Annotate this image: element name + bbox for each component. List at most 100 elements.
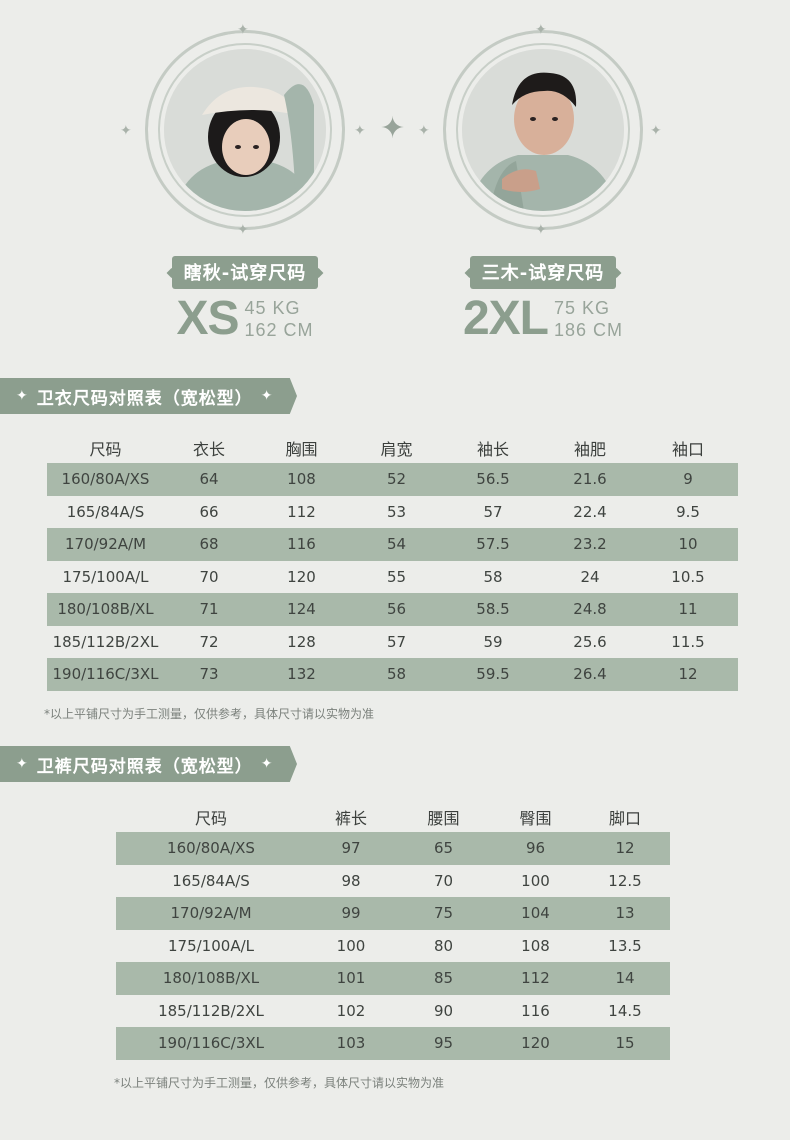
- table-cell: 9.5: [676, 502, 700, 521]
- table-cell: 120: [287, 567, 316, 586]
- model-measurements: 45 KG 162 CM: [245, 297, 314, 341]
- table-cell: 160/80A/XS: [61, 470, 150, 489]
- table-cell: 190/116C/3XL: [52, 665, 159, 684]
- column-header: 胸围: [285, 440, 318, 459]
- table-cell: 13.5: [608, 936, 642, 955]
- table-cell: 70: [199, 567, 219, 586]
- column-header: 腰围: [427, 809, 460, 828]
- table-cell: 99: [341, 904, 361, 923]
- table-cell: 95: [433, 1034, 454, 1053]
- table-cell: 97: [341, 839, 361, 858]
- table-cell: 170/92A/M: [64, 535, 147, 554]
- table-cell: 112: [521, 969, 550, 988]
- model-size-info: 2XL 75 KG 186 CM: [443, 295, 643, 343]
- model-height: 186 CM: [554, 320, 624, 340]
- table-cell: 175/100A/L: [62, 567, 149, 586]
- table-cell: 12.5: [608, 871, 642, 890]
- table-cell: 58: [483, 567, 503, 586]
- table-cell: 98: [341, 871, 361, 890]
- table-cell: 15: [615, 1034, 635, 1053]
- model-label: 三木-试穿尺码: [469, 256, 617, 289]
- column-header: 裤长: [334, 809, 367, 828]
- sparkle-icon: ✦: [380, 111, 406, 146]
- table-cell: 24: [580, 567, 600, 586]
- column-header: 脚口: [608, 809, 641, 828]
- table-row: 165/84A/S 66 112 53 57 22.4 9.5: [47, 496, 738, 529]
- table-cell: 58: [386, 665, 407, 684]
- table-row: 165/84A/S 98 70 100 12.5: [116, 865, 670, 898]
- table-row: 170/92A/M 99 75 104 13: [116, 897, 670, 930]
- table-cell: 54: [386, 535, 407, 554]
- column-header: 袖长: [476, 440, 509, 459]
- header-notch: [279, 378, 297, 414]
- table-header: 尺码 衣长 胸围 肩宽 袖长 袖肥 袖口: [47, 433, 738, 463]
- table-cell: 57: [483, 502, 503, 521]
- table-cell: 53: [386, 502, 407, 521]
- table-cell: 120: [521, 1034, 550, 1053]
- table-cell: 175/100A/L: [168, 936, 254, 955]
- hoodie-size-table: 尺码 衣长 胸围 肩宽 袖长 袖肥 袖口 160/80A/XS 64 108 52 56.5 21.6 9…: [47, 433, 738, 691]
- table-cell: 52: [386, 470, 407, 489]
- table-cell: 112: [287, 502, 316, 521]
- table-cell: 13: [615, 904, 635, 923]
- table-cell: 14.5: [608, 1001, 642, 1020]
- pants-section-title: 卫裤尺码对照表（宽松型）: [36, 756, 253, 777]
- table-row: 175/100A/L 100 80 108 13.5: [116, 930, 670, 963]
- table-cell: 70: [433, 871, 454, 890]
- table-cell: 56: [386, 600, 407, 619]
- table-row: 180/108B/XL 71 124 56 58.5 24.8 11: [47, 593, 738, 626]
- table-cell: 12: [615, 839, 635, 858]
- hoodie-section-header: ✦ 卫衣尺码对照表（宽松型） ✦: [0, 378, 297, 414]
- table-cell: 58.5: [476, 600, 510, 619]
- table-cell: 85: [433, 969, 454, 988]
- model-height: 162 CM: [244, 320, 314, 340]
- table-cell: 100: [336, 936, 366, 955]
- column-header: 肩宽: [380, 440, 413, 459]
- table-row: 170/92A/M 68 116 54 57.5 23.2 10: [47, 528, 738, 561]
- table-cell: 56.5: [476, 470, 510, 489]
- table-row: 185/112B/2XL 72 128 57 59 25.6 11.5: [47, 626, 738, 659]
- table-cell: 103: [336, 1034, 366, 1053]
- table-row: 190/116C/3XL 103 95 120 15: [116, 1027, 670, 1060]
- table-row: 160/80A/XS 64 108 52 56.5 21.6 9: [47, 463, 738, 496]
- table-cell: 165/84A/S: [66, 502, 145, 521]
- model-weight: 45 KG: [244, 298, 301, 318]
- table-cell: 108: [287, 470, 316, 489]
- sparkle-icon: ✦: [354, 123, 366, 139]
- sparkle-icon: ✦: [16, 756, 29, 772]
- header-notch: [279, 746, 297, 782]
- table-row: 185/112B/2XL 102 90 116 14.5: [116, 995, 670, 1028]
- pants-note: *以上平铺尺寸为手工测量，仅供参考，具体尺寸请以实物为准: [114, 1076, 445, 1090]
- pants-section-header: ✦ 卫裤尺码对照表（宽松型） ✦: [0, 746, 297, 782]
- column-header: 尺码: [194, 809, 227, 828]
- table-row: 190/116C/3XL 73 132 58 59.5 26.4 12: [47, 658, 738, 691]
- portrait-frame: ✦ ✦: [443, 23, 643, 237]
- column-header: 臀围: [519, 809, 552, 828]
- table-cell: 180/108B/XL: [57, 600, 154, 619]
- sparkle-icon: ✦: [237, 22, 249, 38]
- table-cell: 160/80A/XS: [167, 839, 255, 858]
- sparkle-icon: ✦: [260, 756, 274, 772]
- hoodie-section-title: 卫衣尺码对照表（宽松型）: [36, 388, 253, 409]
- model-photo-female: [164, 49, 326, 211]
- table-cell: 11.5: [671, 632, 705, 651]
- hoodie-note: *以上平铺尺寸为手工测量，仅供参考，具体尺寸请以实物为准: [44, 707, 375, 721]
- column-header: 尺码: [89, 440, 122, 459]
- table-cell: 26.4: [573, 665, 607, 684]
- table-cell: 132: [287, 665, 316, 684]
- table-cell: 116: [521, 1001, 550, 1020]
- table-cell: 66: [199, 502, 219, 521]
- column-header: 袖肥: [573, 440, 606, 459]
- table-cell: 10.5: [671, 567, 705, 586]
- table-cell: 10: [678, 535, 698, 554]
- table-cell: 80: [433, 936, 454, 955]
- table-cell: 180/108B/XL: [162, 969, 260, 988]
- sparkle-icon: ✦: [237, 222, 249, 238]
- sparkle-icon: ✦: [16, 388, 29, 404]
- table-cell: 57.5: [476, 535, 510, 554]
- table-cell: 9: [683, 470, 693, 489]
- model-label: 瞎秋-试穿尺码: [171, 256, 319, 289]
- table-cell: 165/84A/S: [172, 871, 250, 890]
- table-cell: 71: [199, 600, 219, 619]
